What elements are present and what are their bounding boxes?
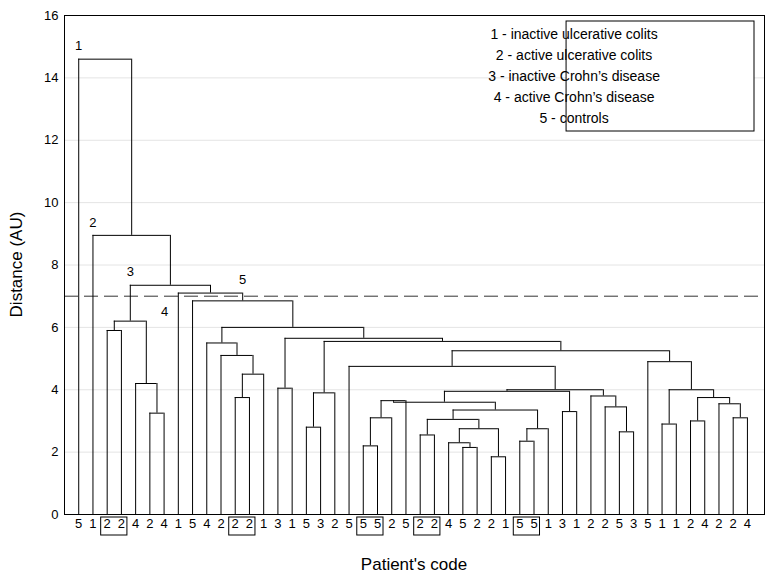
svg-text:2: 2 [587,516,594,531]
svg-text:5: 5 [189,516,196,531]
svg-text:2: 2 [331,516,338,531]
svg-text:2: 2 [89,215,96,230]
svg-text:5: 5 [345,516,352,531]
svg-text:2 - active ulcerative colits: 2 - active ulcerative colits [496,47,652,63]
svg-text:2: 2 [431,516,438,531]
svg-text:1: 1 [658,516,665,531]
svg-text:Distance (AU): Distance (AU) [7,212,26,318]
svg-text:2: 2 [51,444,58,459]
svg-text:3: 3 [559,516,566,531]
svg-text:2: 2 [246,516,253,531]
svg-text:10: 10 [44,195,58,210]
svg-text:2: 2 [104,516,111,531]
svg-text:4: 4 [445,516,452,531]
svg-text:5: 5 [239,272,246,287]
svg-text:5: 5 [616,516,623,531]
svg-text:2: 2 [602,516,609,531]
svg-text:5 - controls: 5 - controls [539,110,608,126]
svg-text:1: 1 [260,516,267,531]
svg-text:1: 1 [289,516,296,531]
svg-text:2: 2 [217,516,224,531]
svg-text:8: 8 [51,257,58,272]
svg-text:5: 5 [402,516,409,531]
svg-text:5: 5 [644,516,651,531]
svg-text:16: 16 [44,8,58,23]
svg-text:5: 5 [374,516,381,531]
svg-text:2: 2 [473,516,480,531]
svg-text:1: 1 [89,516,96,531]
svg-text:4: 4 [701,516,708,531]
svg-text:4: 4 [203,516,210,531]
svg-text:0: 0 [51,507,58,522]
svg-text:2: 2 [488,516,495,531]
svg-text:1: 1 [75,38,82,53]
svg-text:1: 1 [175,516,182,531]
svg-text:5: 5 [303,516,310,531]
svg-text:1: 1 [502,516,509,531]
svg-text:4: 4 [744,516,751,531]
svg-text:14: 14 [44,70,58,85]
svg-text:1: 1 [573,516,580,531]
svg-text:2: 2 [417,516,424,531]
svg-text:1 - inactive ulcerative colits: 1 - inactive ulcerative colits [490,26,657,42]
svg-text:12: 12 [44,132,58,147]
svg-text:5: 5 [530,516,537,531]
svg-text:5: 5 [459,516,466,531]
svg-text:2: 2 [715,516,722,531]
svg-text:4: 4 [160,516,167,531]
svg-text:1: 1 [673,516,680,531]
svg-text:2: 2 [388,516,395,531]
svg-text:3: 3 [274,516,281,531]
svg-text:2: 2 [118,516,125,531]
svg-text:2: 2 [146,516,153,531]
svg-text:1: 1 [545,516,552,531]
svg-text:4: 4 [51,382,58,397]
svg-text:2: 2 [232,516,239,531]
svg-text:5: 5 [75,516,82,531]
svg-text:3 - inactive Crohn’s disease: 3 - inactive Crohn’s disease [488,68,660,84]
svg-text:6: 6 [51,320,58,335]
svg-text:2: 2 [730,516,737,531]
svg-text:3: 3 [630,516,637,531]
svg-text:4: 4 [132,516,139,531]
svg-text:Patient's code: Patient's code [361,555,467,574]
svg-text:2: 2 [687,516,694,531]
svg-text:3: 3 [127,264,134,279]
svg-text:4 - active Crohn’s disease: 4 - active Crohn’s disease [494,89,655,105]
svg-text:3: 3 [317,516,324,531]
svg-text:5: 5 [516,516,523,531]
svg-text:5: 5 [360,516,367,531]
svg-text:4: 4 [161,304,168,319]
